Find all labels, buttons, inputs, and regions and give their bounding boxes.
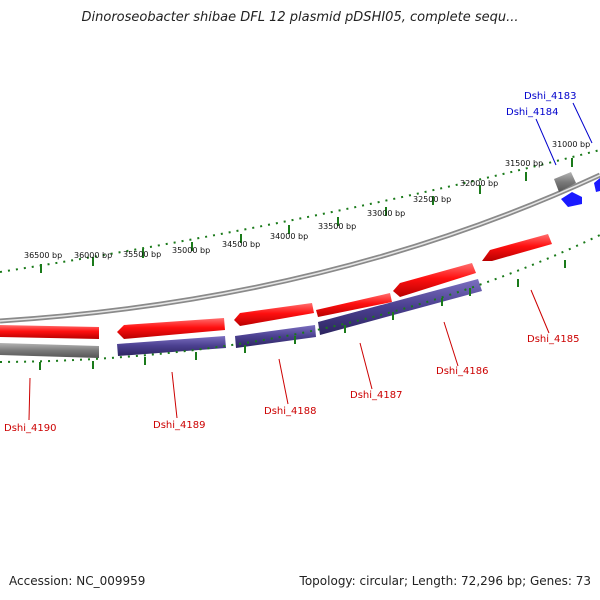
tick-label: 32500 bp	[413, 195, 451, 204]
gene-label: Dshi_4189	[153, 420, 205, 431]
topology-summary: Topology: circular; Length: 72,296 bp; G…	[299, 574, 591, 588]
scale-ring-outer	[0, 149, 600, 273]
gene-segment-gray[interactable]	[0, 343, 99, 358]
tick-labels: 31000 bp 31500 bp 32000 bp 32500 bp 3300…	[24, 140, 590, 260]
accession-text: Accession: NC_009959	[9, 574, 146, 588]
gene-arrow-dshi-4185[interactable]	[482, 234, 552, 261]
gene-arrow-dshi-4190[interactable]	[0, 325, 99, 339]
label-leaders	[28, 102, 593, 421]
gene-arrow-dshi-4184[interactable]	[554, 172, 576, 192]
gene-arrow-dshi-4188[interactable]	[234, 303, 314, 326]
tick-label: 35000 bp	[172, 246, 210, 255]
gene-arrow-dshi-4189[interactable]	[117, 318, 225, 339]
gene-arrow-dshi-4186[interactable]	[393, 263, 476, 297]
gene-labels: Dshi_4183 Dshi_4184 Dshi_4185 Dshi_4186 …	[4, 91, 579, 434]
gene-label: Dshi_4188	[264, 406, 316, 417]
gene-label: Dshi_4186	[436, 366, 488, 377]
gene-arrow-reverse-3[interactable]	[117, 336, 226, 356]
tick-label: 34500 bp	[222, 240, 260, 249]
gene-label: Dshi_4185	[527, 334, 579, 345]
tick-label: 33500 bp	[318, 222, 356, 231]
tick-label: 36500 bp	[24, 251, 62, 260]
gene-arrow-dshi-4183[interactable]	[561, 192, 582, 207]
forward-genes	[0, 234, 552, 339]
scale-ring-inner	[0, 234, 600, 363]
inner-tick-marks	[39, 260, 566, 370]
gene-arrow-reverse-2[interactable]	[235, 325, 316, 348]
tick-label: 34000 bp	[270, 232, 308, 241]
gene-label: Dshi_4183	[524, 91, 576, 102]
tick-label: 32000 bp	[460, 179, 498, 188]
gene-label: Dshi_4190	[4, 423, 56, 434]
tick-label: 35500 bp	[123, 250, 161, 259]
gene-arrow-dshi-4187[interactable]	[316, 293, 392, 317]
tick-marks	[40, 158, 573, 273]
tick-label: 31500 bp	[505, 159, 543, 168]
map-title: Dinoroseobacter shibae DFL 12 plasmid pD…	[81, 10, 519, 25]
gene-arrow-blue-2[interactable]	[594, 178, 600, 192]
gene-label: Dshi_4187	[350, 390, 402, 401]
tick-label: 31000 bp	[552, 140, 590, 149]
gene-label: Dshi_4184	[506, 107, 558, 118]
tick-label: 33000 bp	[367, 209, 405, 218]
tick-label: 36000 bp	[74, 251, 112, 260]
